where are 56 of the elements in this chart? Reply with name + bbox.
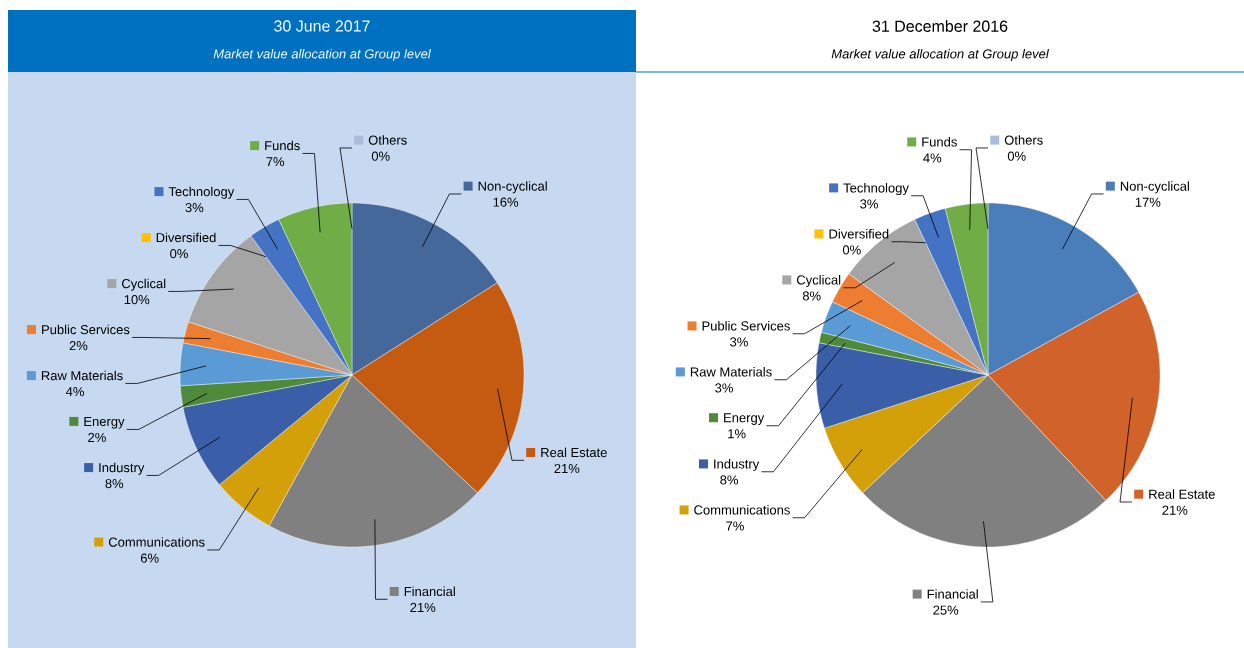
legend-label: Funds (265, 140, 300, 151)
text: 0% (1007, 151, 1026, 161)
legend-label: Raw Materials (690, 366, 772, 377)
data-label: 16% (493, 197, 519, 207)
chart-subtitle: Market value allocation at Group level (213, 48, 432, 62)
data-label: 3% (730, 337, 748, 347)
legend-label: Public Services (42, 324, 130, 335)
data-label: 21% (1162, 505, 1188, 515)
legend-label: Non-cyclical (478, 181, 547, 194)
legend-label: Cyclical (122, 278, 166, 291)
legend-label: Others (368, 135, 407, 145)
data-label: 6% (140, 553, 159, 563)
data-label: 1% (728, 429, 746, 439)
legend-label: Raw Materials (41, 370, 123, 381)
legend-label: Communications (108, 537, 205, 547)
text: 0% (371, 151, 390, 161)
legend-label: Financial (927, 589, 978, 599)
legend-label: Industry (714, 458, 760, 472)
legend-label: Funds (922, 137, 957, 147)
data-label: 25% (933, 605, 959, 615)
data-label: 8% (720, 475, 739, 485)
data-label: 21% (410, 602, 436, 613)
legend-label: Public Services (702, 320, 790, 331)
data-label: 3% (860, 199, 878, 209)
legend-label: Non-cyclical (1120, 181, 1189, 194)
legend-label: Diversified (829, 228, 889, 239)
data-label: 21% (554, 463, 580, 474)
data-label: 10% (124, 295, 150, 305)
legend-label: Real Estate (541, 447, 607, 458)
data-label: 17% (1135, 197, 1161, 207)
legend-label: Diversified (156, 232, 216, 243)
legend-label: Energy (84, 416, 125, 429)
legend-label: Cyclical (796, 274, 841, 288)
legend-label: Real Estate (1149, 489, 1215, 499)
data-label: 3% (185, 203, 204, 213)
data-label: 8% (802, 291, 821, 301)
chart-title: 31 December 2016 (872, 20, 1008, 32)
text: 0% (170, 249, 188, 259)
data-label: 8% (105, 479, 124, 489)
text: 0% (842, 245, 861, 255)
data-label: 7% (726, 521, 744, 531)
data-label: 7% (266, 157, 285, 167)
data-label: 3% (715, 383, 733, 393)
legend-label: Others (1004, 135, 1043, 145)
data-label: 2% (69, 341, 88, 351)
legend-label: Communications (694, 505, 790, 515)
data-label: 4% (923, 153, 942, 163)
chart-title: 30 June 2017 (274, 20, 370, 32)
legend-label: Energy (724, 413, 765, 425)
legend-label: Technology (168, 186, 235, 199)
legend-label: Technology (843, 182, 909, 196)
legend-label: Industry (99, 462, 145, 475)
legend-label: Financial (404, 586, 455, 597)
chart-subtitle: Market value allocation at Group level (831, 48, 1050, 62)
data-label: 2% (88, 432, 106, 442)
data-label: 4% (65, 387, 84, 397)
